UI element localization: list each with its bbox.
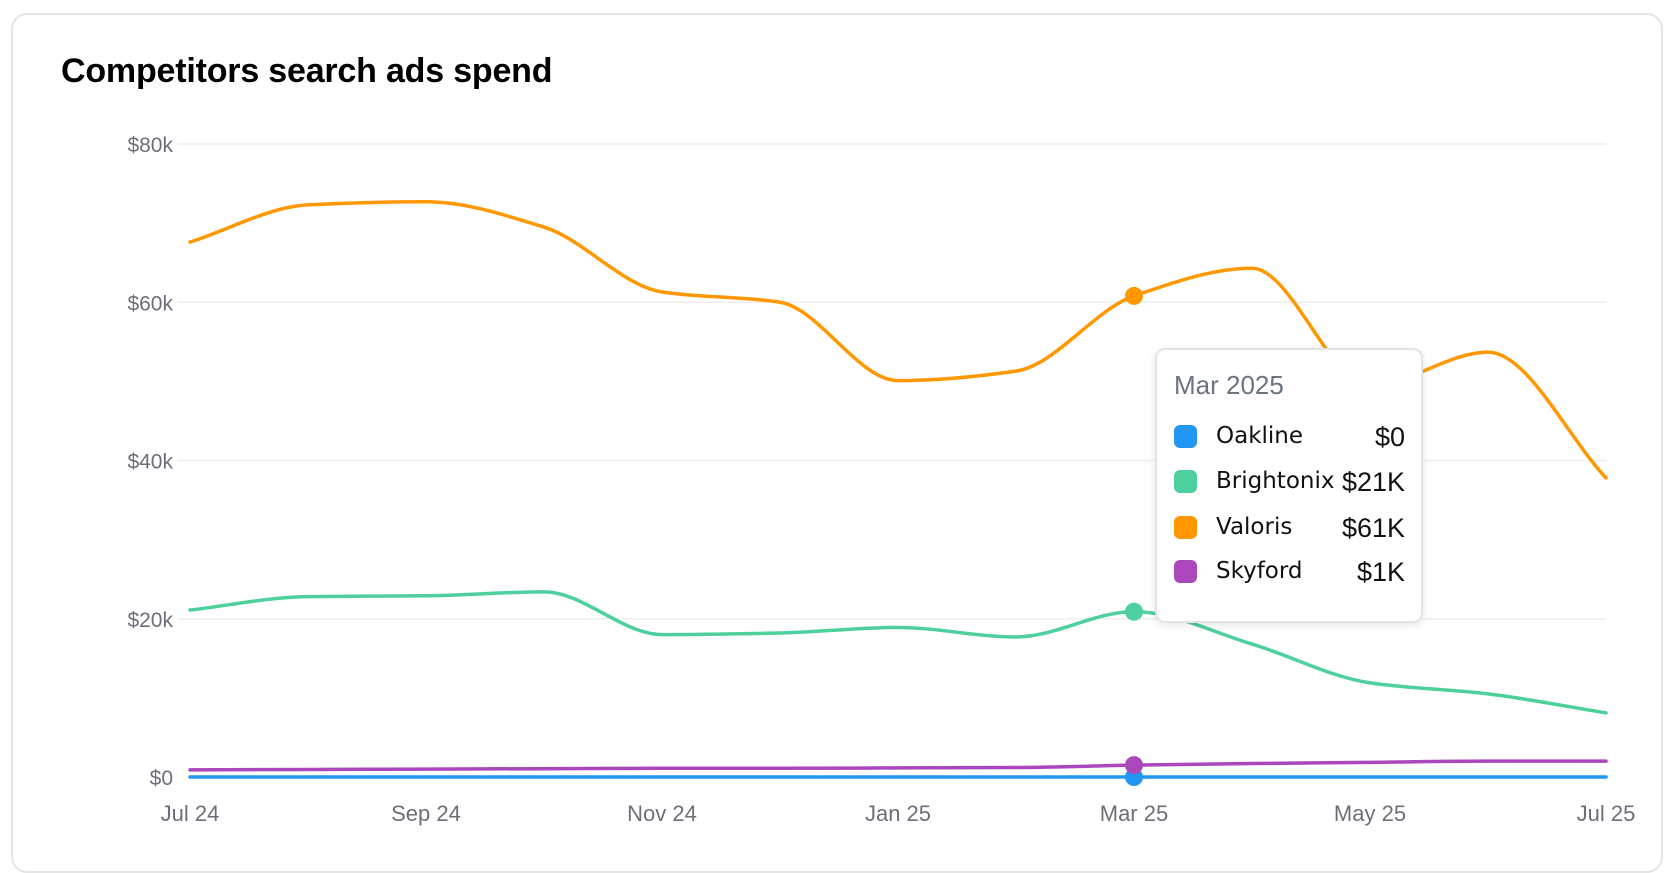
- tooltip-series-name: Brightonix: [1216, 468, 1335, 494]
- x-tick-label: Sep 24: [391, 801, 461, 826]
- x-tick-label: Jan 25: [865, 801, 931, 826]
- y-tick-label: $40k: [127, 451, 173, 474]
- tooltip-series-value: $21K: [1341, 467, 1405, 497]
- y-tick-label: $80k: [127, 134, 173, 157]
- x-tick-label: Jul 25: [1577, 801, 1636, 826]
- highlight-dot-valoris: [1125, 286, 1143, 305]
- brightonix-swatch-icon: [1174, 470, 1197, 493]
- tooltip-series-value: $61K: [1341, 513, 1405, 543]
- x-tick-label: Jul 24: [161, 801, 220, 826]
- y-tick-label: $0: [150, 767, 173, 790]
- tooltip-row-oakline: Oakline $0: [1174, 420, 1405, 452]
- y-axis-ticks: $0 $20k $40k $60k $80k: [127, 134, 173, 790]
- oakline-swatch-icon: [1174, 425, 1197, 448]
- x-axis-ticks: Jul 24 Sep 24 Nov 24 Jan 25 Mar 25 May 25 Jul …: [161, 801, 1636, 826]
- x-tick-label: Mar 25: [1100, 801, 1168, 826]
- line-chart[interactable]: $0 $20k $40k $60k $80k Jul 24 Sep 24 Nov 24 Jan…: [0, 0, 1676, 852]
- highlight-dots: [1125, 286, 1143, 786]
- tooltip-row-skyford: Skyford $1K: [1174, 555, 1405, 587]
- skyford-swatch-icon: [1174, 560, 1197, 583]
- highlight-dot-skyford: [1125, 756, 1143, 775]
- tooltip-series-name: Skyford: [1216, 558, 1303, 584]
- x-tick-label: May 25: [1334, 801, 1406, 826]
- chart-tooltip: Mar 2025 Oakline $0 Brightonix $21K Valo…: [1155, 348, 1423, 623]
- tooltip-series-name: Valoris: [1216, 514, 1293, 540]
- tooltip-series-value: $0: [1374, 422, 1405, 452]
- series-line-brightonix: [188, 590, 1608, 715]
- tooltip-title: Mar 2025: [1174, 370, 1284, 400]
- chart-title: Competitors search ads spend: [61, 52, 553, 90]
- tooltip-series-value: $1K: [1356, 557, 1405, 587]
- y-tick-label: $20k: [127, 609, 173, 632]
- tooltip-series-name: Oakline: [1216, 423, 1304, 449]
- highlight-dot-brightonix: [1125, 602, 1143, 621]
- valoris-swatch-icon: [1174, 516, 1197, 539]
- tooltip-row-brightonix: Brightonix $21K: [1174, 465, 1405, 497]
- y-tick-label: $60k: [127, 292, 173, 315]
- tooltip-row-valoris: Valoris $61K: [1174, 511, 1405, 543]
- x-tick-label: Nov 24: [627, 801, 697, 826]
- series-line-skyford: [188, 759, 1608, 772]
